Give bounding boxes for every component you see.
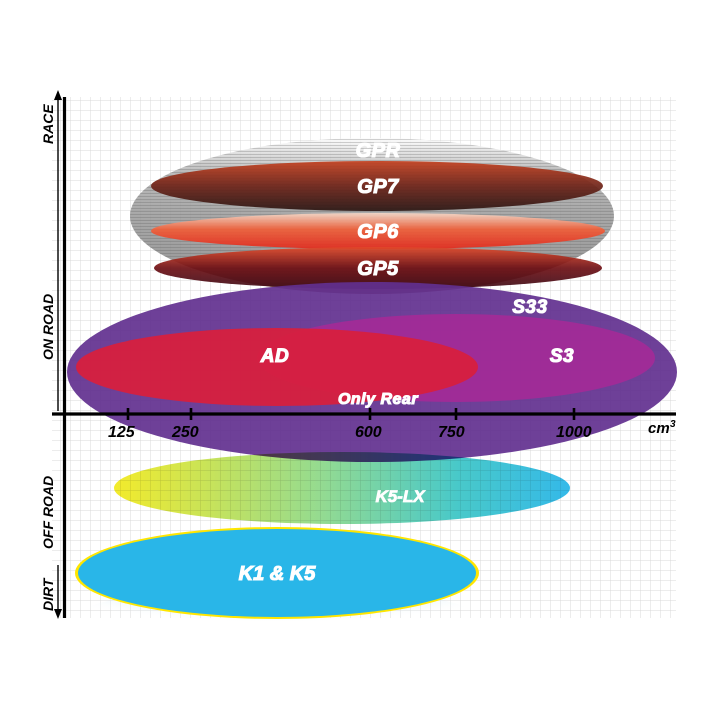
svg-text:DIRT: DIRT [40, 577, 56, 611]
svg-text:S3: S3 [550, 346, 574, 367]
svg-text:cm: cm [648, 420, 670, 437]
svg-text:GP6: GP6 [357, 221, 399, 243]
svg-text:750: 750 [438, 424, 465, 441]
svg-text:S33: S33 [512, 297, 547, 318]
svg-text:AD: AD [260, 346, 289, 367]
svg-text:1000: 1000 [556, 424, 592, 441]
svg-text:ON ROAD: ON ROAD [40, 294, 56, 360]
svg-text:RACE: RACE [40, 104, 56, 144]
svg-text:125: 125 [108, 424, 136, 441]
svg-text:GP5: GP5 [357, 258, 399, 280]
svg-text:K5-LX: K5-LX [375, 487, 426, 506]
svg-text:250: 250 [171, 424, 199, 441]
svg-text:3: 3 [670, 419, 676, 430]
svg-text:GPR: GPR [356, 140, 401, 162]
svg-text:K1 & K5: K1 & K5 [239, 563, 317, 585]
svg-text:Only Rear: Only Rear [338, 391, 418, 408]
svg-text:600: 600 [355, 424, 382, 441]
svg-text:GP7: GP7 [357, 176, 399, 198]
svg-text:OFF ROAD: OFF ROAD [40, 476, 56, 549]
